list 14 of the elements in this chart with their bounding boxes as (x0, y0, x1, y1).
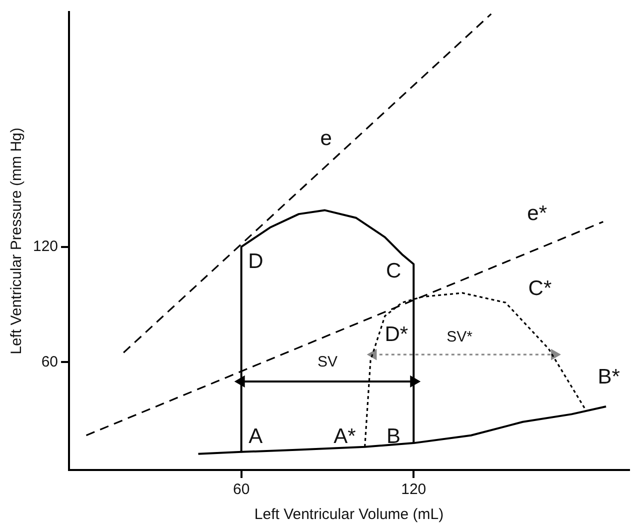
annotation: A (248, 425, 263, 448)
annotation: D* (384, 323, 408, 346)
annotation: C (386, 260, 402, 283)
annotation: B (386, 425, 401, 448)
x-axis-title: Left Ventricular Volume (mL) (254, 506, 444, 524)
annotation: D (248, 250, 264, 273)
annotation: B* (598, 365, 620, 388)
y-axis-title: Left Ventricular Pressure (mm Hg) (8, 128, 26, 354)
annotation: A* (334, 425, 356, 448)
annotation: SV (317, 353, 338, 370)
annotation: e* (527, 202, 548, 225)
annotation: e (320, 126, 332, 150)
annotation: SV* (446, 328, 473, 346)
annotation: C* (528, 276, 552, 300)
